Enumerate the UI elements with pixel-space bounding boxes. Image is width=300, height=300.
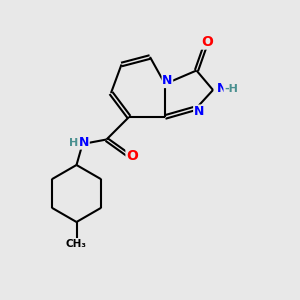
Text: O: O bbox=[126, 149, 138, 163]
Text: N: N bbox=[217, 82, 227, 95]
Text: O: O bbox=[201, 35, 213, 49]
Text: H: H bbox=[70, 137, 79, 148]
Text: N: N bbox=[79, 136, 89, 149]
Text: CH₃: CH₃ bbox=[65, 239, 86, 249]
Text: -H: -H bbox=[224, 83, 238, 94]
Text: N: N bbox=[162, 74, 172, 88]
Text: N: N bbox=[194, 105, 204, 118]
